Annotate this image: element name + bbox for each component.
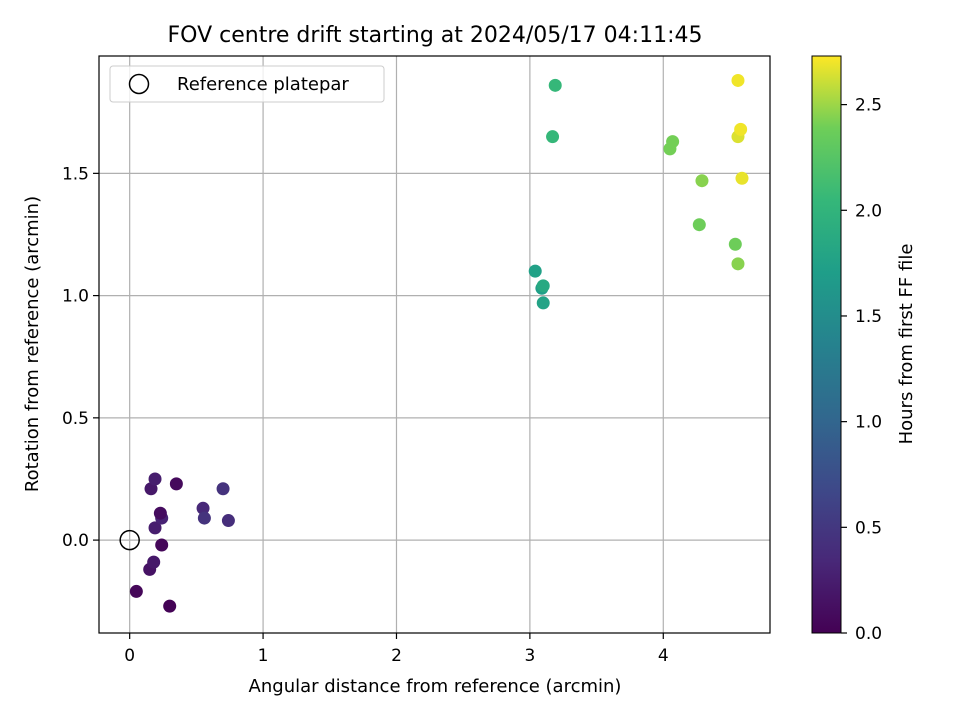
data-point [692,218,706,232]
data-point [216,482,230,496]
data-point [147,555,161,569]
data-points [129,73,749,613]
colorbar-gradient [811,55,842,634]
legend: Reference platepar [109,65,385,103]
data-point [546,130,560,144]
data-point [734,122,748,136]
x-tick-label: 0 [124,646,135,666]
reference-platepar-point [119,529,140,551]
y-axis-label: Rotation from reference (arcmin) [22,196,43,492]
y-tick-label: 0.5 [62,409,89,429]
colorbar-tick-label: 2.5 [855,96,882,116]
data-point [153,506,167,520]
data-point [536,279,550,293]
data-point [169,477,183,491]
data-point [196,501,210,515]
data-point [163,599,177,613]
y-tick-label: 1.5 [62,164,89,184]
data-point [129,584,143,598]
y-tick-label: 0.0 [62,531,89,551]
data-point [528,264,542,278]
data-point [221,514,235,528]
data-point [144,482,158,496]
x-tick-label: 1 [258,646,269,666]
colorbar-ticks: 0.0 0.5 1.0 1.5 2.0 2.5 [841,96,882,644]
data-point [548,78,562,92]
data-point [666,135,680,149]
colorbar-tick-label: 1.0 [855,413,882,433]
y-axis-ticks: 0.0 0.5 1.0 1.5 [62,164,99,551]
colorbar-tick-label: 1.5 [855,307,882,327]
legend-marker [128,73,150,95]
data-point [731,257,745,271]
data-point [695,174,709,188]
data-point [197,511,211,525]
colorbar-tick-label: 2.0 [855,201,882,221]
chart-title: FOV centre drift starting at 2024/05/17 … [168,23,703,48]
colorbar-label: Hours from first FF file [896,244,917,445]
plot-frame [98,55,771,634]
colorbar: 0.0 0.5 1.0 1.5 2.0 2.5 Hours from first FF f… [811,55,917,644]
colorbar-tick-label: 0.5 [855,518,882,538]
legend-box [109,65,385,103]
data-point [148,521,162,535]
x-axis-label: Angular distance from reference (arcmin) [249,676,622,697]
data-point [155,538,169,552]
reference-marker [119,529,140,551]
data-point [728,237,742,251]
data-point [735,171,749,185]
data-point [731,73,745,87]
grid [99,56,770,633]
colorbar-tick-label: 0.0 [855,624,882,644]
data-point [536,296,550,310]
x-tick-label: 4 [658,646,669,666]
x-tick-label: 2 [391,646,402,666]
data-point [148,472,162,486]
y-tick-label: 1.0 [62,287,89,307]
x-axis-ticks: 0 1 2 3 4 [124,633,669,666]
legend-entry-reference: Reference platepar [177,74,349,95]
x-tick-label: 3 [524,646,535,666]
